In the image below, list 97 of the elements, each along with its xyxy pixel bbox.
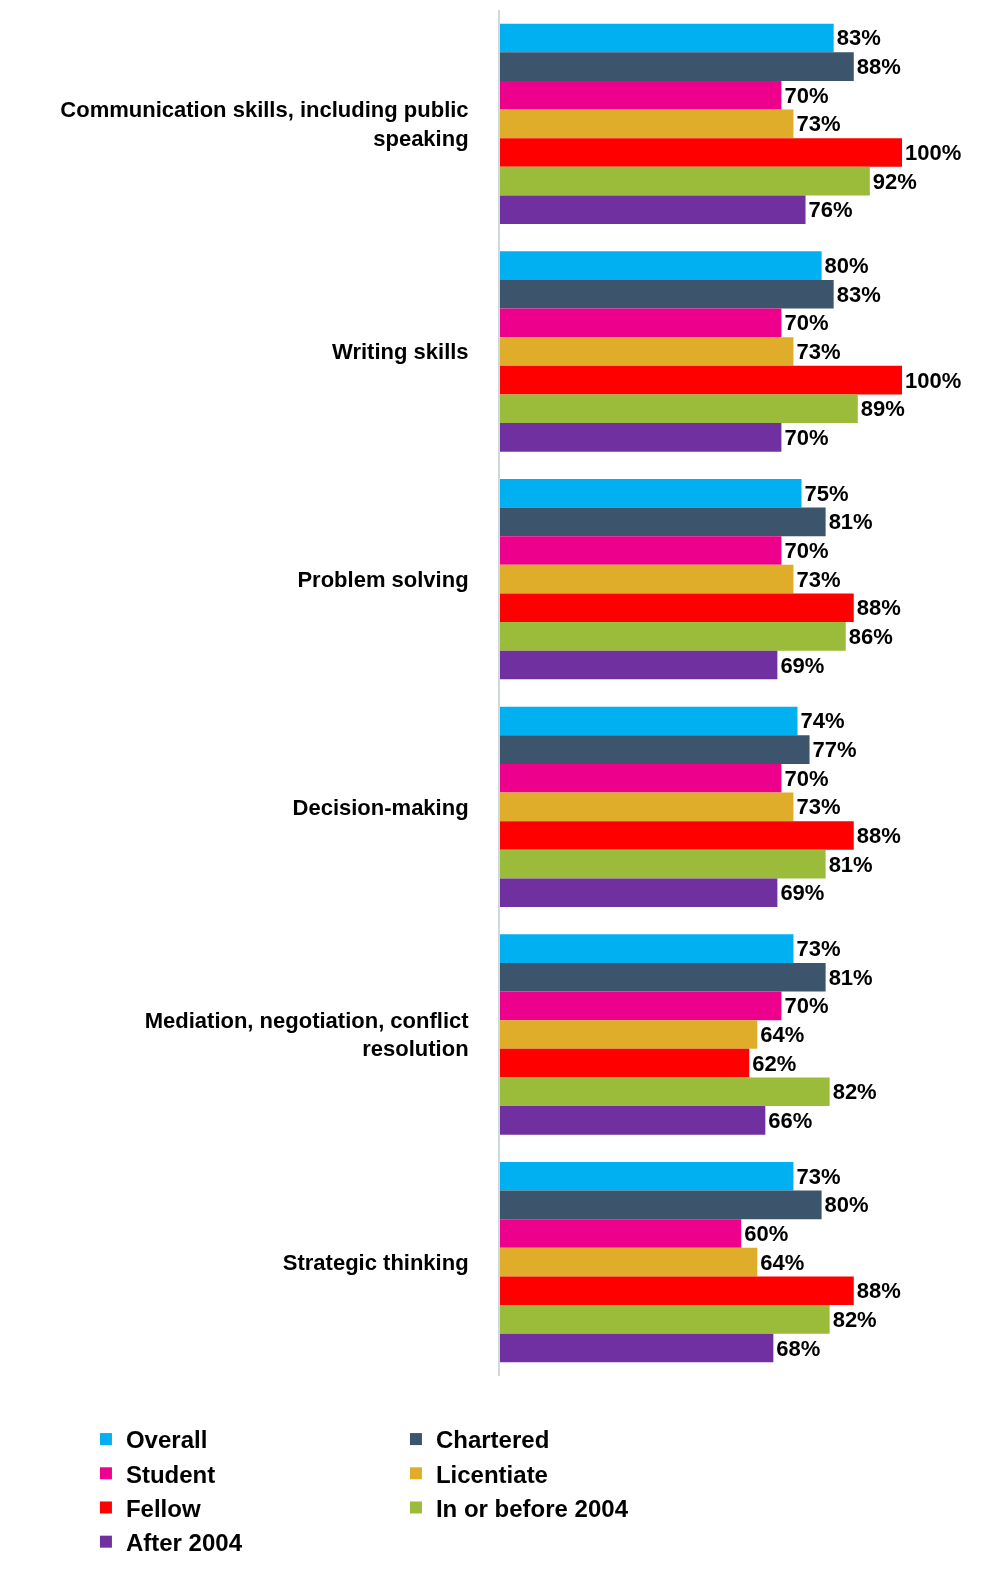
- bar: [500, 536, 782, 565]
- y-tick-label: Writing skills: [332, 339, 469, 365]
- data-label: 73%: [796, 936, 841, 962]
- data-label: 73%: [796, 339, 841, 364]
- data-label: 69%: [780, 652, 825, 678]
- bar: [500, 251, 822, 280]
- data-label: 70%: [784, 993, 829, 1019]
- bar: [500, 1020, 758, 1049]
- legend-label: Fellow: [125, 1494, 201, 1522]
- bar: [500, 622, 846, 651]
- bar: [500, 735, 810, 764]
- bar: [500, 792, 794, 822]
- legend-label: Licentiate: [435, 1460, 548, 1488]
- data-label: 82%: [832, 1079, 877, 1105]
- data-label: 83%: [836, 281, 881, 307]
- bar: [500, 195, 806, 225]
- bar: [500, 1077, 830, 1107]
- data-label: 81%: [828, 509, 873, 535]
- bar: [500, 1333, 774, 1363]
- bar: [500, 934, 794, 963]
- bar: [500, 478, 802, 508]
- data-label: 88%: [856, 595, 901, 621]
- data-label: 92%: [872, 168, 917, 194]
- data-label: 70%: [784, 310, 829, 336]
- data-label: 69%: [780, 880, 825, 906]
- data-label: 74%: [800, 708, 845, 734]
- data-label: 77%: [812, 737, 857, 763]
- bar: [500, 962, 826, 992]
- data-label: 80%: [824, 253, 869, 279]
- data-label: 75%: [804, 480, 849, 506]
- data-label: 88%: [856, 54, 901, 80]
- y-tick-label: Mediation, negotiation, conflict resolution: [144, 1007, 470, 1062]
- data-label: 64%: [760, 1022, 805, 1047]
- bar: [500, 1305, 830, 1334]
- data-label: 73%: [796, 1163, 841, 1189]
- bar: [500, 763, 782, 793]
- bar: [500, 1190, 822, 1220]
- data-label: 60%: [744, 1221, 789, 1247]
- legend-label: Student: [125, 1460, 216, 1488]
- bar: [500, 308, 782, 338]
- bar: [500, 1048, 750, 1078]
- data-label: 64%: [760, 1249, 805, 1275]
- bar: [500, 1219, 742, 1248]
- data-label: 100%: [905, 139, 962, 165]
- bar: [500, 564, 794, 594]
- bar: [500, 878, 778, 908]
- data-label: 86%: [848, 623, 893, 649]
- data-label: 83%: [836, 25, 881, 51]
- bar: [500, 52, 854, 81]
- bar: [500, 1247, 758, 1277]
- bar: [500, 138, 902, 167]
- data-label: 80%: [824, 1192, 869, 1218]
- bar: [500, 1161, 794, 1191]
- data-label: 73%: [796, 794, 841, 820]
- bar: [500, 279, 834, 309]
- bar: [500, 166, 870, 196]
- data-label: 100%: [905, 367, 962, 393]
- bar: [500, 337, 794, 366]
- bar: [500, 23, 834, 53]
- bar: [500, 394, 858, 424]
- bar: [500, 650, 778, 680]
- legend-label: Chartered: [435, 1426, 550, 1454]
- data-label: 70%: [784, 424, 829, 450]
- data-label: 73%: [796, 566, 841, 592]
- data-label: 73%: [796, 111, 841, 137]
- bar: [500, 423, 782, 452]
- bar: [500, 706, 798, 736]
- bar: [500, 849, 826, 879]
- data-label: 68%: [776, 1335, 821, 1361]
- legend-label: Overall: [125, 1426, 208, 1454]
- data-label: 70%: [784, 82, 829, 108]
- bar: [500, 1106, 766, 1135]
- data-label: 70%: [784, 538, 829, 564]
- data-label: 88%: [856, 1278, 901, 1304]
- bar: [500, 991, 782, 1021]
- data-label: 76%: [808, 197, 853, 223]
- data-label: 66%: [768, 1107, 813, 1133]
- y-tick-label: Problem solving: [297, 566, 469, 592]
- y-tick-label: Decision-making: [292, 794, 469, 820]
- bar: [500, 593, 854, 623]
- data-label: 70%: [784, 765, 829, 791]
- bar: [500, 507, 826, 537]
- y-tick-label: Strategic thinking: [282, 1249, 469, 1275]
- legend-label: In or before 2004: [435, 1494, 629, 1522]
- bar: [500, 80, 782, 110]
- data-label: 81%: [828, 851, 873, 877]
- data-label: 89%: [860, 396, 905, 422]
- y-tick-label: Communication skills, including public speaking: [60, 97, 469, 151]
- bar: [500, 821, 854, 850]
- data-label: 62%: [752, 1050, 797, 1076]
- bar: [500, 365, 902, 395]
- data-label: 82%: [832, 1306, 877, 1332]
- data-label: 88%: [856, 822, 901, 848]
- data-label: 81%: [828, 964, 873, 990]
- legend-label: After 2004: [125, 1529, 243, 1557]
- bar: [500, 109, 794, 139]
- bar: [500, 1276, 854, 1306]
